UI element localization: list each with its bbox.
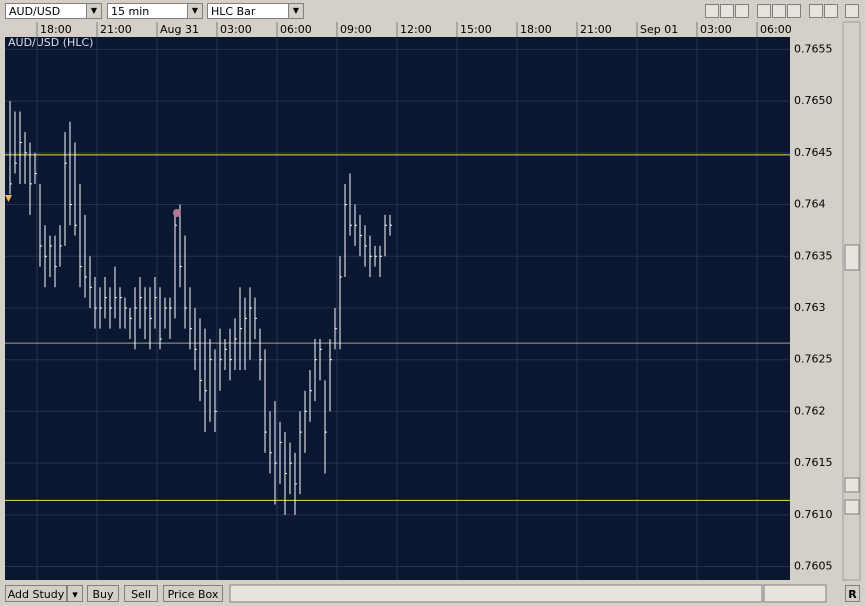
price-box-button[interactable]: Price Box [163,585,223,602]
y-tick-label: 0.7635 [794,249,833,262]
y-tick-label: 0.7625 [794,353,833,366]
scroll-thumb[interactable] [844,244,860,271]
tool-icon[interactable] [809,4,823,18]
tool-icon[interactable] [705,4,719,18]
x-tick-label: 03:00 [220,23,252,36]
sell-button[interactable]: Sell [124,585,158,602]
y-tick-label: 0.7610 [794,508,833,521]
y-tick-label: 0.7645 [794,146,833,159]
tool-icon[interactable] [757,4,771,18]
x-tick-label: 21:00 [100,23,132,36]
style-select[interactable]: HLC Bar [207,3,304,19]
x-tick-label: 18:00 [520,23,552,36]
x-tick-label: 06:00 [760,23,792,36]
x-tick-label: 18:00 [40,23,72,36]
scroll-up[interactable] [844,499,860,515]
tool-icon[interactable] [720,4,734,18]
tool-icon[interactable] [787,4,801,18]
y-tick-label: 0.762 [794,404,826,417]
h-scrollbar[interactable] [229,584,763,603]
y-tick-label: 0.7615 [794,456,833,469]
price-axis [790,22,843,580]
y-tick-label: 0.7650 [794,94,833,107]
add-study-button[interactable]: Add Study [5,585,67,602]
x-tick-label: 21:00 [580,23,612,36]
x-tick-label: Aug 31 [160,23,199,36]
x-tick-label: 12:00 [400,23,432,36]
add-study-dropdown[interactable]: ▾ [67,585,83,602]
reset-button[interactable]: R [845,585,860,602]
alert-marker [173,209,181,217]
y-tick-label: 0.7655 [794,42,833,55]
interval-select[interactable]: 15 min [107,3,203,19]
y-tick-label: 0.763 [794,301,826,314]
x-tick-label: 09:00 [340,23,372,36]
y-tick-label: 0.7605 [794,560,833,573]
chart-title: AUD/USD (HLC) [8,36,93,49]
tool-icon[interactable] [772,4,786,18]
y-tick-label: 0.764 [794,198,826,211]
symbol-select[interactable]: AUD/USD [5,3,102,19]
tool-icon[interactable] [824,4,838,18]
tool-icon[interactable] [735,4,749,18]
buy-button[interactable]: Buy [87,585,119,602]
tool-icon[interactable] [845,4,859,18]
x-tick-label: Sep 01 [640,23,678,36]
position-marker [5,195,12,202]
scroll-down[interactable] [844,477,860,493]
x-tick-label: 06:00 [280,23,312,36]
x-tick-label: 15:00 [460,23,492,36]
zoom-bar[interactable] [763,584,827,603]
x-tick-label: 03:00 [700,23,732,36]
scrollbar[interactable] [842,21,861,581]
